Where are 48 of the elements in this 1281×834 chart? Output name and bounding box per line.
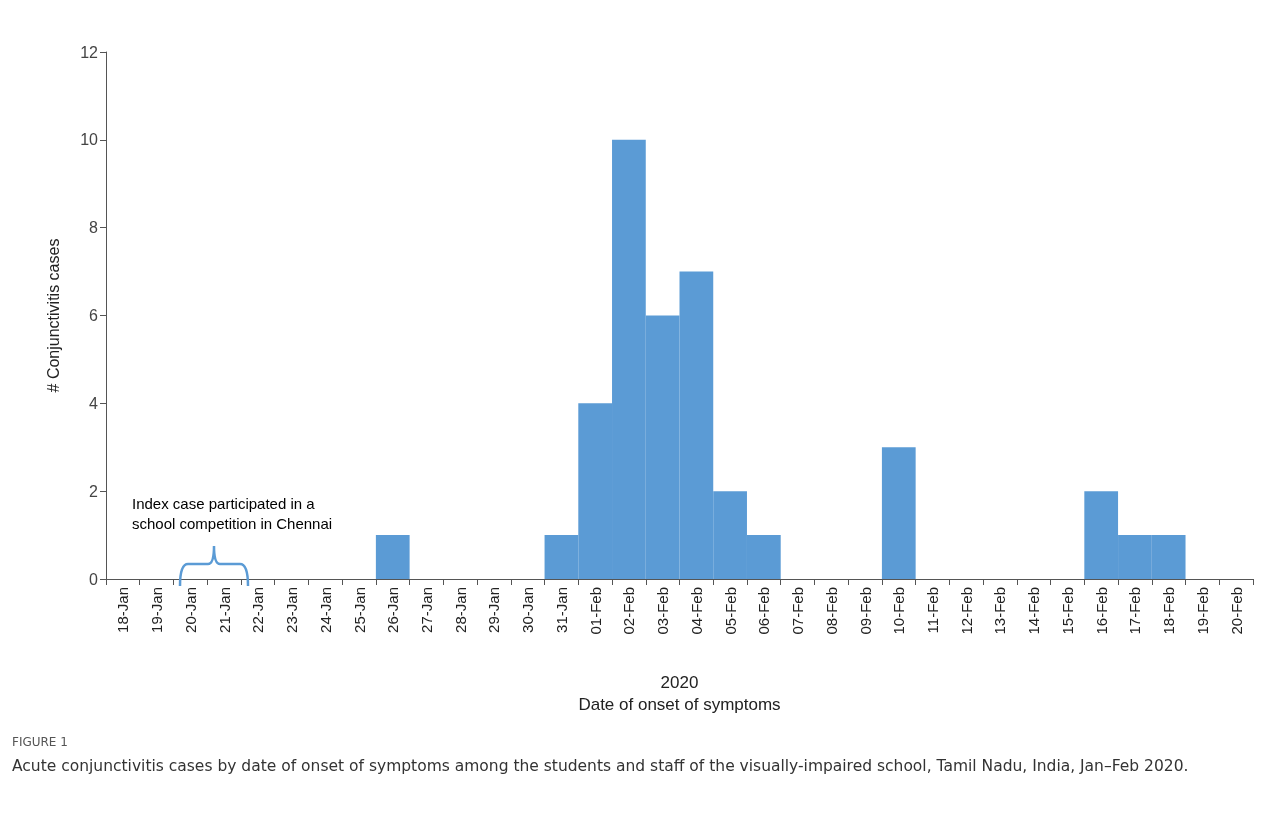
- x-tick-label: 26-Jan: [384, 587, 402, 633]
- x-tick-label: 16-Feb: [1092, 587, 1110, 635]
- x-tick-label: 20-Feb: [1227, 587, 1245, 635]
- y-tick-label: 8: [89, 219, 99, 237]
- x-tick-label: 01-Feb: [586, 587, 604, 635]
- x-tick-label: 02-Feb: [620, 587, 638, 635]
- x-tick-label: 05-Feb: [721, 587, 739, 635]
- x-tick-label: 18-Jan: [114, 587, 132, 633]
- x-tick-label: 27-Jan: [417, 587, 435, 633]
- x-tick-label: 03-Feb: [654, 587, 672, 635]
- y-tick-label: 12: [80, 43, 99, 61]
- x-tick-label: 06-Feb: [755, 587, 773, 635]
- x-tick-label: 20-Jan: [181, 587, 199, 633]
- x-tick-label: 07-Feb: [789, 587, 807, 635]
- x-tick-label: 08-Feb: [822, 587, 840, 635]
- y-tick-label: 2: [89, 482, 99, 500]
- x-tick-label: 12-Feb: [957, 587, 975, 635]
- bar: [375, 535, 410, 579]
- x-tick-label: 11-Feb: [924, 587, 942, 634]
- x-tick-label: 22-Jan: [249, 587, 267, 633]
- annotation: Index case participated in a school competition in Chennai: [132, 494, 333, 533]
- text: Acute conjunctivitis cases by date of onset of symptoms among the students and staff of the visually-impaired school, Tamil Nadu, India, Jan–Feb 2020.: [12, 756, 1190, 777]
- x-tick-label: 15-Feb: [1058, 587, 1076, 635]
- y-tick-label: 4: [89, 394, 99, 412]
- x-tick-label: 14-Feb: [1025, 587, 1043, 635]
- x-tick-label: 21-Jan: [215, 587, 233, 633]
- x-tick-label: 19-Jan: [148, 587, 166, 633]
- x-tick-label: 19-Feb: [1193, 587, 1211, 635]
- x-tick-label: 31-Jan: [552, 587, 570, 633]
- x-tick-label: 09-Feb: [856, 587, 874, 635]
- x-axis-title: 2020 Date of onset of symptoms: [578, 672, 781, 714]
- x-tick-label: 30-Jan: [519, 587, 537, 633]
- x-tick-label: 23-Jan: [283, 587, 301, 633]
- x-tick-label: 04-Feb: [687, 587, 705, 635]
- x-tick-label: 18-Feb: [1160, 587, 1178, 635]
- x-tick-label: 28-Jan: [451, 587, 469, 633]
- y-tick-label: 0: [89, 570, 99, 588]
- caption: FIGURE 1: [12, 735, 69, 749]
- y-tick-label: 10: [80, 131, 99, 149]
- y-axis-title: # Conjunctivitis cases: [44, 238, 62, 393]
- x-tick-label: 25-Jan: [350, 587, 368, 633]
- y-tick-label: 6: [89, 307, 99, 324]
- bar: [881, 447, 916, 579]
- x-tick-label: 13-Feb: [991, 587, 1009, 635]
- x-tick-label: 24-Jan: [316, 587, 334, 633]
- x-tick-label: 29-Jan: [485, 587, 503, 633]
- x-tick-label: 17-Feb: [1126, 587, 1144, 635]
- x-tick-label: 10-Feb: [890, 587, 908, 635]
